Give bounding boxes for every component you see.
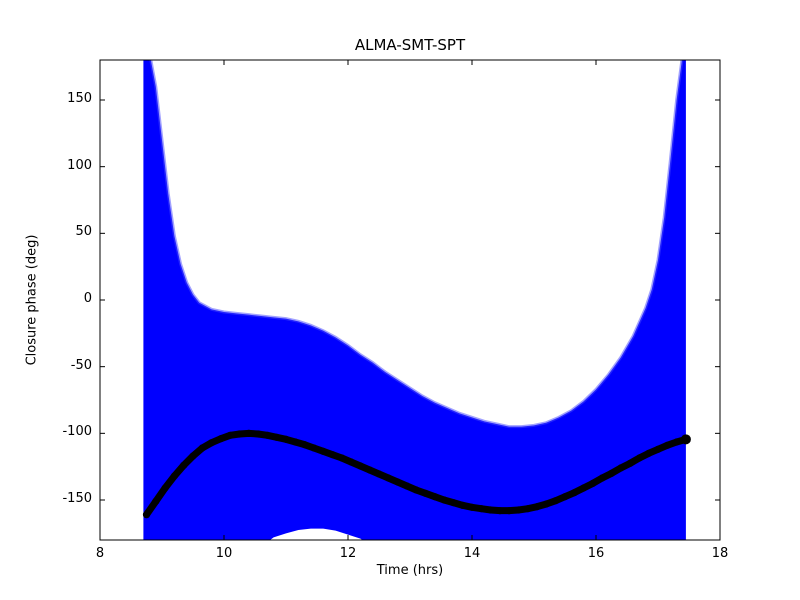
curve-marker: [598, 474, 606, 482]
curve-marker: [226, 431, 234, 439]
curve-marker: [449, 499, 457, 507]
curve-marker: [161, 484, 169, 492]
curve-marker: [310, 444, 318, 452]
curve-marker: [301, 441, 309, 449]
x-tick-label: 16: [587, 546, 605, 561]
curve-marker: [152, 497, 160, 505]
curve-marker: [580, 484, 588, 492]
curve-marker: [635, 454, 644, 462]
curve-marker: [533, 503, 541, 511]
curve-marker: [217, 435, 225, 443]
curve-marker: [328, 451, 337, 459]
curve-marker: [170, 472, 178, 480]
curve-marker: [263, 431, 271, 439]
x-axis-label: Time (hrs): [376, 563, 444, 578]
curve-marker: [496, 507, 504, 515]
curve-marker: [459, 501, 467, 509]
curve-marker: [514, 506, 523, 514]
x-tick-label: 14: [463, 546, 481, 561]
curve-marker: [673, 438, 681, 446]
curve-marker: [366, 466, 374, 474]
curve-marker: [180, 461, 188, 469]
curve-marker: [570, 489, 578, 497]
plot-title: ALMA-SMT-SPT: [354, 36, 466, 54]
y-tick-label: 50: [75, 224, 92, 240]
curve-marker: [607, 469, 616, 477]
curve-marker: [477, 505, 485, 513]
curve-marker: [589, 479, 597, 487]
curve-marker: [319, 447, 327, 455]
curve-marker: [431, 493, 439, 501]
curve-marker: [384, 474, 392, 482]
curve-marker: [403, 482, 411, 490]
curve-marker: [412, 486, 420, 494]
curve-marker: [198, 444, 206, 452]
curve-marker: [617, 464, 625, 472]
x-tick-label: 8: [95, 546, 105, 561]
curve-marker: [421, 489, 430, 497]
errorbar-region: [143, 60, 686, 540]
curve-marker: [468, 503, 476, 511]
curve-marker: [338, 454, 346, 462]
x-tick-label: 18: [711, 546, 729, 561]
curve-marker: [626, 459, 634, 467]
curve-marker: [654, 445, 662, 453]
curve-marker: [282, 435, 290, 443]
y-tick-label: 150: [67, 91, 92, 106]
x-tick-label: 10: [215, 546, 233, 561]
curve-marker: [561, 493, 569, 501]
curve-marker: [487, 506, 495, 514]
curve-marker: [254, 430, 262, 438]
curve-marker: [273, 433, 281, 441]
y-tick-label: -150: [62, 491, 92, 506]
curve-marker: [440, 496, 448, 504]
y-tick-label: 100: [67, 157, 92, 173]
curve-marker: [375, 470, 383, 478]
curve-marker: [663, 441, 671, 449]
curve-marker: [142, 511, 151, 519]
curve-marker: [235, 430, 244, 438]
curve-marker: [291, 438, 299, 446]
y-tick-label: -50: [70, 357, 92, 373]
y-tick-label: -100: [62, 424, 92, 440]
curve-end-marker: [680, 434, 691, 445]
curve-marker: [347, 458, 355, 466]
curve-marker: [189, 452, 197, 460]
errorbar-fringe: [149, 60, 684, 429]
curve-marker: [394, 478, 402, 486]
curve-marker: [645, 449, 653, 457]
curve-marker: [542, 500, 551, 508]
x-tick-label: 12: [339, 546, 357, 561]
curve-marker: [552, 497, 560, 505]
curve-marker: [505, 507, 513, 515]
curve-marker: [524, 505, 532, 513]
curve-marker: [356, 462, 364, 470]
y-tick-label: 0: [83, 291, 92, 306]
curve-marker: [245, 429, 253, 437]
curve-marker: [208, 439, 216, 447]
